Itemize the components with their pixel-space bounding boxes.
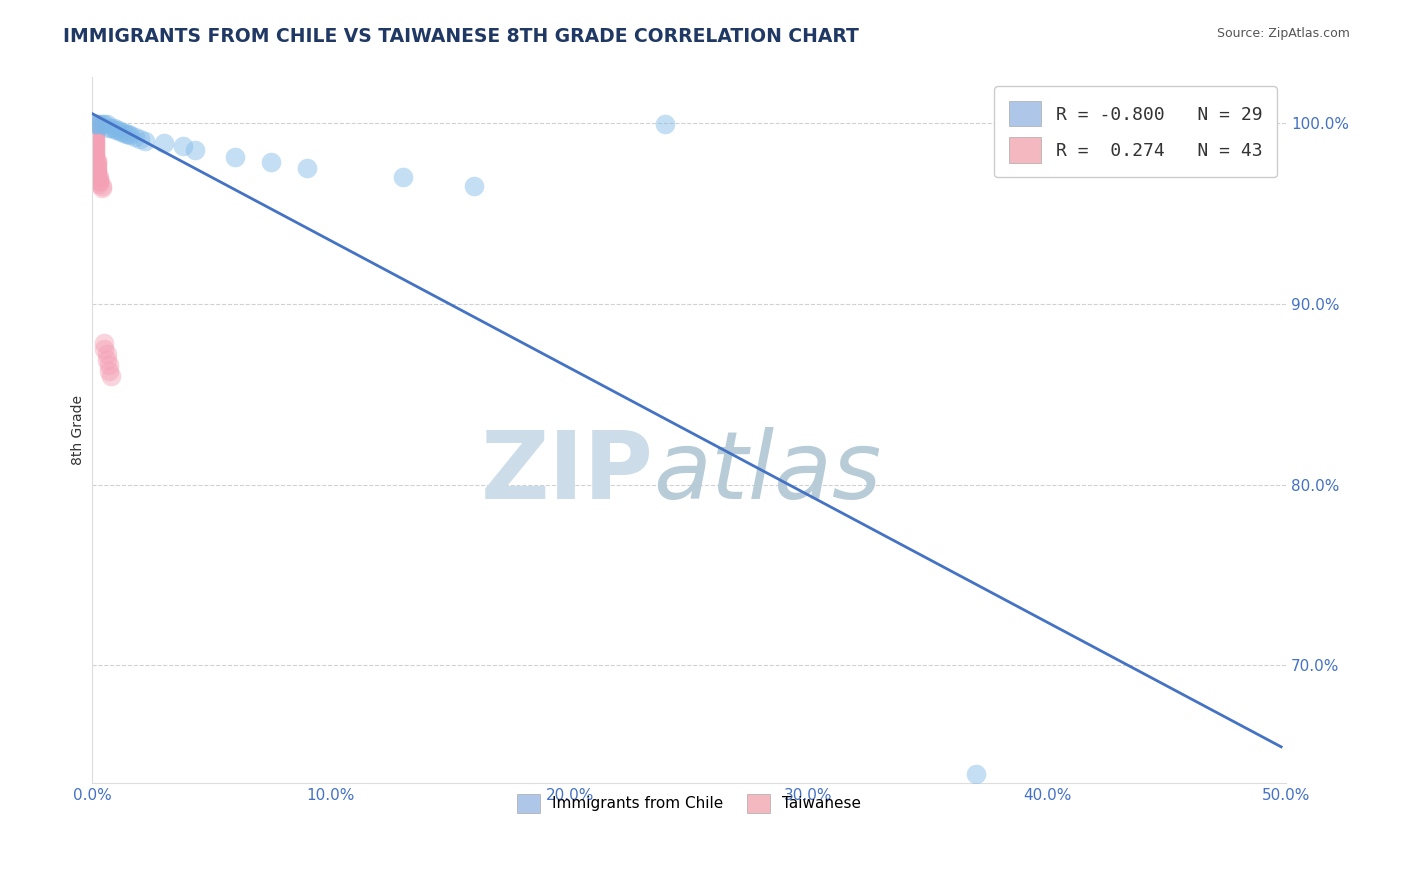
Point [86, 166, 108, 180]
Point [89, 169, 111, 184]
Point [89, 118, 111, 132]
Point [965, 767, 987, 781]
Point [83, 132, 105, 146]
Point [172, 139, 194, 153]
Point [117, 127, 139, 141]
Point [86, 168, 108, 182]
Point [105, 123, 128, 137]
Point [110, 125, 132, 139]
Point [83, 139, 105, 153]
Point [295, 161, 318, 175]
Point [89, 171, 111, 186]
Point [100, 121, 122, 136]
Point [89, 173, 111, 187]
Point [86, 162, 108, 177]
Point [107, 123, 129, 137]
Point [86, 153, 108, 168]
Point [83, 128, 105, 143]
Text: atlas: atlas [654, 427, 882, 518]
Point [83, 118, 105, 132]
Text: Source: ZipAtlas.com: Source: ZipAtlas.com [1216, 27, 1350, 40]
Point [184, 143, 207, 157]
Point [96, 118, 118, 132]
Point [112, 125, 135, 139]
Point [83, 136, 105, 150]
Point [463, 179, 485, 194]
Point [391, 169, 413, 184]
Point [93, 336, 115, 351]
Point [83, 146, 105, 161]
Point [90, 118, 112, 132]
Point [86, 161, 108, 175]
Point [83, 148, 105, 162]
Text: IMMIGRANTS FROM CHILE VS TAIWANESE 8TH GRADE CORRELATION CHART: IMMIGRANTS FROM CHILE VS TAIWANESE 8TH G… [63, 27, 859, 45]
Y-axis label: 8th Grade: 8th Grade [72, 395, 86, 466]
Point [654, 118, 676, 132]
Point [153, 136, 176, 150]
Point [129, 132, 152, 146]
Point [86, 157, 108, 171]
Point [260, 155, 283, 169]
Point [83, 134, 105, 148]
Point [93, 118, 115, 132]
Point [86, 159, 108, 173]
Point [90, 179, 112, 194]
Point [89, 175, 111, 189]
Point [83, 121, 105, 136]
Point [93, 342, 115, 356]
Point [83, 145, 105, 159]
Point [83, 143, 105, 157]
Point [83, 120, 105, 134]
Point [89, 177, 111, 191]
Text: ZIP: ZIP [481, 426, 654, 518]
Point [97, 363, 120, 377]
Point [96, 347, 118, 361]
Point [83, 125, 105, 139]
Point [83, 137, 105, 152]
Point [83, 152, 105, 166]
Point [83, 118, 105, 132]
Point [124, 130, 146, 145]
Point [114, 127, 136, 141]
Point [90, 181, 112, 195]
Point [83, 127, 105, 141]
Point [83, 150, 105, 164]
Point [224, 150, 246, 164]
Point [86, 118, 108, 132]
Point [86, 164, 108, 178]
Legend: Immigrants from Chile, Taiwanese: Immigrants from Chile, Taiwanese [505, 781, 873, 825]
Point [100, 368, 122, 383]
Point [86, 155, 108, 169]
Point [97, 121, 120, 136]
Point [97, 358, 120, 372]
Point [83, 141, 105, 155]
Point [83, 123, 105, 137]
Point [103, 121, 125, 136]
Point [96, 352, 118, 367]
Point [134, 134, 156, 148]
Point [83, 130, 105, 145]
Point [120, 128, 142, 143]
